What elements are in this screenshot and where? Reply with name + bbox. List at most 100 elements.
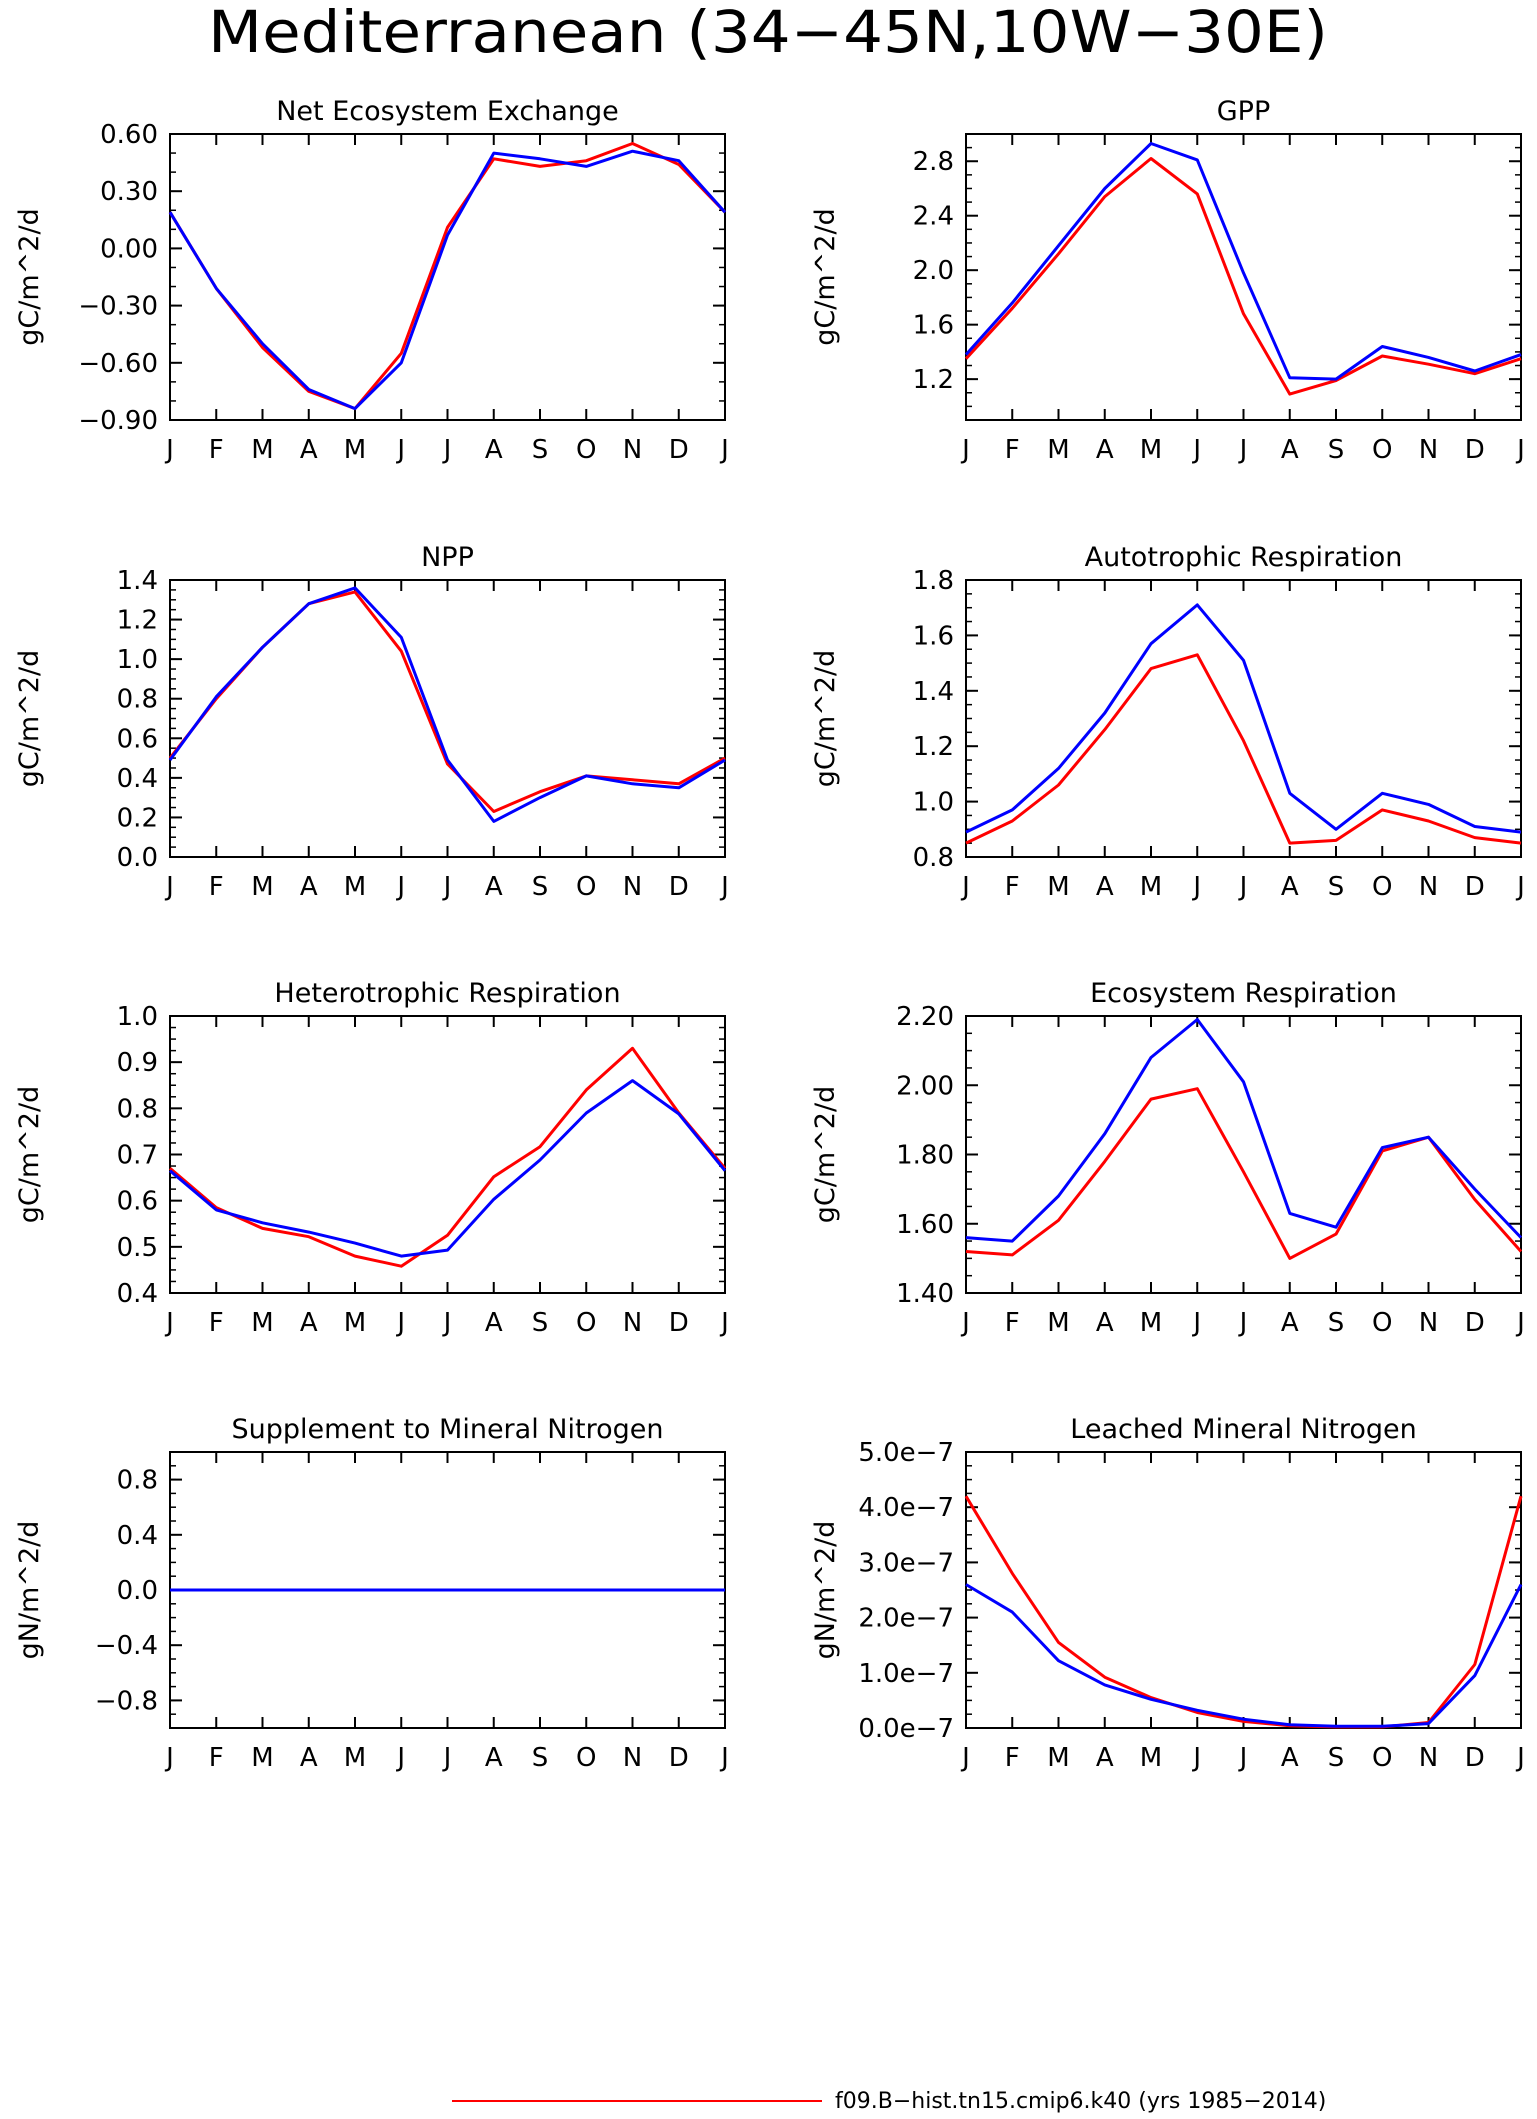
- y-tick-label: 0.8: [117, 1466, 158, 1496]
- y-tick-label: 0.8: [117, 685, 158, 715]
- x-tick-label: J: [960, 1743, 970, 1773]
- y-axis-label: gC/m^2/d: [14, 208, 45, 345]
- y-axis-label: gN/m^2/d: [810, 1521, 841, 1660]
- series-line-red: [168, 142, 727, 411]
- y-tick-label: 0.30: [100, 177, 158, 207]
- y-tick-label: 0.4: [117, 1521, 158, 1551]
- x-tick-label: M: [251, 435, 273, 465]
- x-tick-label: D: [669, 872, 689, 902]
- x-tick-label: M: [1047, 872, 1069, 902]
- x-tick-label: M: [344, 435, 366, 465]
- series-line-red: [964, 1495, 1523, 1729]
- y-tick-label: 0.0: [117, 1576, 158, 1606]
- x-tick-label: A: [300, 872, 318, 902]
- x-tick-label: J: [164, 872, 174, 902]
- series-line-blue: [965, 1018, 1523, 1243]
- y-tick-label: 2.20: [896, 1002, 954, 1032]
- y-tick-label: 0.0e−7: [858, 1714, 954, 1744]
- y-tick-label: 2.0: [913, 256, 954, 286]
- x-tick-label: S: [1328, 1308, 1345, 1338]
- x-tick-label: N: [623, 1743, 642, 1773]
- y-tick-label: 0.6: [117, 1187, 158, 1217]
- chart-title: Supplement to Mineral Nitrogen: [232, 1414, 664, 1445]
- x-tick-label: J: [719, 872, 729, 902]
- x-tick-label: J: [1238, 872, 1248, 902]
- x-tick-label: M: [1140, 1743, 1162, 1773]
- figure-title: Mediterranean (34−45N,10W−30E): [208, 0, 1328, 66]
- x-tick-label: F: [1005, 1743, 1020, 1773]
- x-tick-label: J: [960, 872, 970, 902]
- y-tick-label: 0.5: [117, 1233, 158, 1263]
- chart-title: NPP: [421, 542, 474, 573]
- x-tick-label: J: [395, 1743, 405, 1773]
- x-tick-label: F: [209, 872, 224, 902]
- y-axis-label: gC/m^2/d: [14, 650, 45, 787]
- x-tick-label: A: [485, 435, 503, 465]
- y-tick-label: 0.0: [117, 843, 158, 873]
- series-line-red: [169, 1046, 727, 1268]
- chart-panel-4: J F M A M J J A S O N D J0.81.01.21.41.61.8Autotroph…: [810, 542, 1525, 902]
- x-tick-label: J: [442, 1308, 452, 1338]
- x-tick-label: J: [1515, 435, 1525, 465]
- x-tick-label: D: [1465, 1308, 1485, 1338]
- x-tick-label: J: [1191, 435, 1201, 465]
- x-tick-label: S: [532, 1743, 549, 1773]
- y-tick-label: 3.0e−7: [858, 1548, 954, 1578]
- y-tick-label: 4.0e−7: [858, 1493, 954, 1523]
- x-tick-label: J: [1238, 1743, 1248, 1773]
- x-tick-label: A: [485, 1743, 503, 1773]
- y-tick-label: 0.60: [100, 120, 158, 150]
- y-tick-label: −0.8: [95, 1686, 158, 1716]
- x-tick-label: J: [395, 872, 405, 902]
- x-tick-label: J: [960, 1308, 970, 1338]
- y-tick-label: 1.2: [117, 606, 158, 636]
- plot-frame: [965, 1451, 1522, 1729]
- y-tick-label: 0.9: [117, 1048, 158, 1078]
- y-tick-label: 2.4: [913, 202, 954, 232]
- y-tick-label: 5.0e−7: [858, 1438, 954, 1468]
- x-tick-label: A: [1096, 1743, 1114, 1773]
- y-axis-label: gC/m^2/d: [810, 650, 841, 787]
- series-line-red: [965, 1087, 1523, 1260]
- plot-frame: [965, 133, 1522, 421]
- x-tick-label: J: [719, 435, 729, 465]
- y-axis-label: gN/m^2/d: [14, 1521, 45, 1660]
- chart-title: Heterotrophic Respiration: [274, 978, 620, 1009]
- chart-panel-1: J F M A M J J A S O N D J−0.90−0.60−0.300.000.300.60…: [14, 96, 729, 465]
- series-line-blue: [964, 142, 1522, 381]
- y-tick-label: 1.0e−7: [858, 1659, 954, 1689]
- y-tick-label: 0.4: [117, 764, 158, 794]
- plot-frame: [965, 1015, 1522, 1294]
- x-tick-label: D: [669, 1743, 689, 1773]
- y-tick-label: 0.7: [117, 1141, 158, 1171]
- chart-title: Autotrophic Respiration: [1085, 542, 1403, 573]
- x-tick-label: J: [442, 435, 452, 465]
- x-tick-label: J: [1515, 1743, 1525, 1773]
- y-tick-label: 0.6: [117, 724, 158, 754]
- x-tick-label: J: [442, 872, 452, 902]
- series-line-blue: [965, 1583, 1523, 1728]
- y-tick-label: 1.2: [913, 732, 954, 762]
- x-tick-label: J: [395, 435, 405, 465]
- x-tick-label: S: [1328, 1743, 1345, 1773]
- x-tick-label: F: [1005, 435, 1020, 465]
- y-tick-label: 1.8: [913, 566, 954, 596]
- y-tick-label: 1.4: [913, 677, 954, 707]
- x-tick-label: N: [623, 872, 642, 902]
- y-tick-label: 1.0: [117, 1002, 158, 1032]
- x-tick-label: J: [1191, 872, 1201, 902]
- x-tick-label: M: [344, 1308, 366, 1338]
- x-tick-label: N: [623, 1308, 642, 1338]
- y-tick-label: 1.60: [896, 1210, 954, 1240]
- x-tick-label: A: [1281, 872, 1299, 902]
- y-tick-label: 1.0: [117, 645, 158, 675]
- y-tick-label: −0.30: [78, 292, 158, 322]
- x-tick-label: M: [1047, 1743, 1069, 1773]
- x-tick-label: S: [532, 435, 549, 465]
- x-tick-label: M: [251, 1308, 273, 1338]
- chart-panel-7: J F M A M J J A S O N D J−0.8−0.40.00.40.8Supplement…: [14, 1414, 729, 1773]
- y-tick-label: 0.8: [913, 843, 954, 873]
- x-tick-label: N: [1419, 1743, 1438, 1773]
